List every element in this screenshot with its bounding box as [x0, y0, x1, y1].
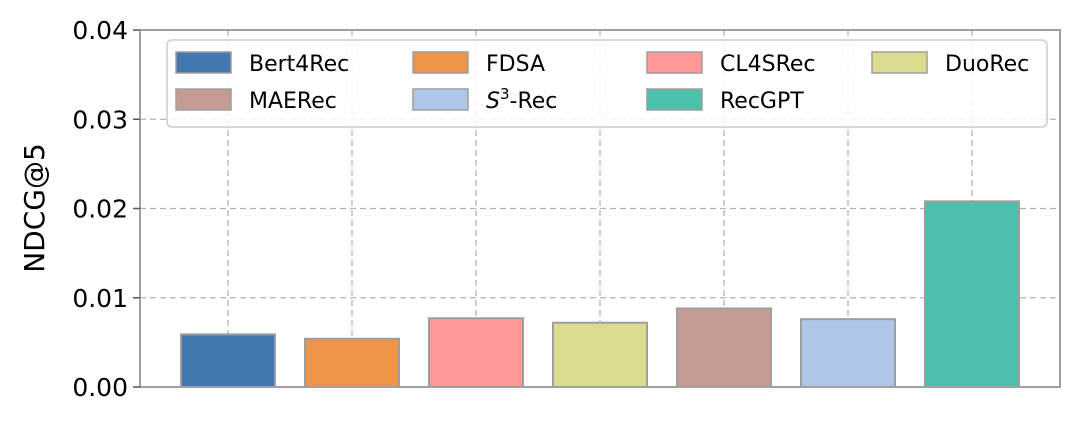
- bar-bert4rec: [180, 333, 276, 388]
- legend: Bert4Rec FDSA CL4SRec DuoRec MAERec S3-Rec Rec…: [166, 39, 1048, 128]
- y-tick-label: 0.00: [72, 373, 128, 402]
- bars: [180, 200, 1020, 389]
- bar-fdsa: [304, 337, 400, 388]
- legend-label: CL4SRec: [720, 52, 816, 77]
- y-axis-label: NDCG@5: [18, 143, 51, 273]
- y-tick-label: 0.02: [72, 195, 128, 224]
- bar-recgpt: [924, 200, 1020, 388]
- bar-s3-rec: [800, 318, 896, 389]
- legend-swatch: [646, 51, 703, 74]
- legend-swatch: [175, 88, 232, 111]
- legend-label: FDSA: [486, 52, 545, 77]
- legend-label: DuoRec: [945, 52, 1029, 77]
- y-tick-label: 0.04: [72, 16, 128, 45]
- legend-label: Bert4Rec: [249, 52, 349, 77]
- legend-swatch: [646, 88, 703, 111]
- legend-swatch: [412, 51, 469, 74]
- bar-duorec: [552, 321, 648, 388]
- bar-cl4srec: [428, 317, 524, 388]
- legend-label: MAERec: [249, 89, 337, 114]
- bar-maerec: [676, 307, 772, 388]
- legend-label: RecGPT: [720, 89, 804, 114]
- y-tick-label: 0.01: [72, 284, 128, 313]
- y-tick-label: 0.03: [72, 105, 128, 134]
- legend-swatch: [871, 51, 928, 74]
- legend-label: S3-Rec: [486, 85, 557, 114]
- y-axis: 0.00 0.01 0.02 0.03 0.04: [72, 16, 140, 402]
- legend-swatch: [412, 88, 469, 111]
- legend-swatch: [175, 51, 232, 74]
- legend-box: [166, 39, 1048, 128]
